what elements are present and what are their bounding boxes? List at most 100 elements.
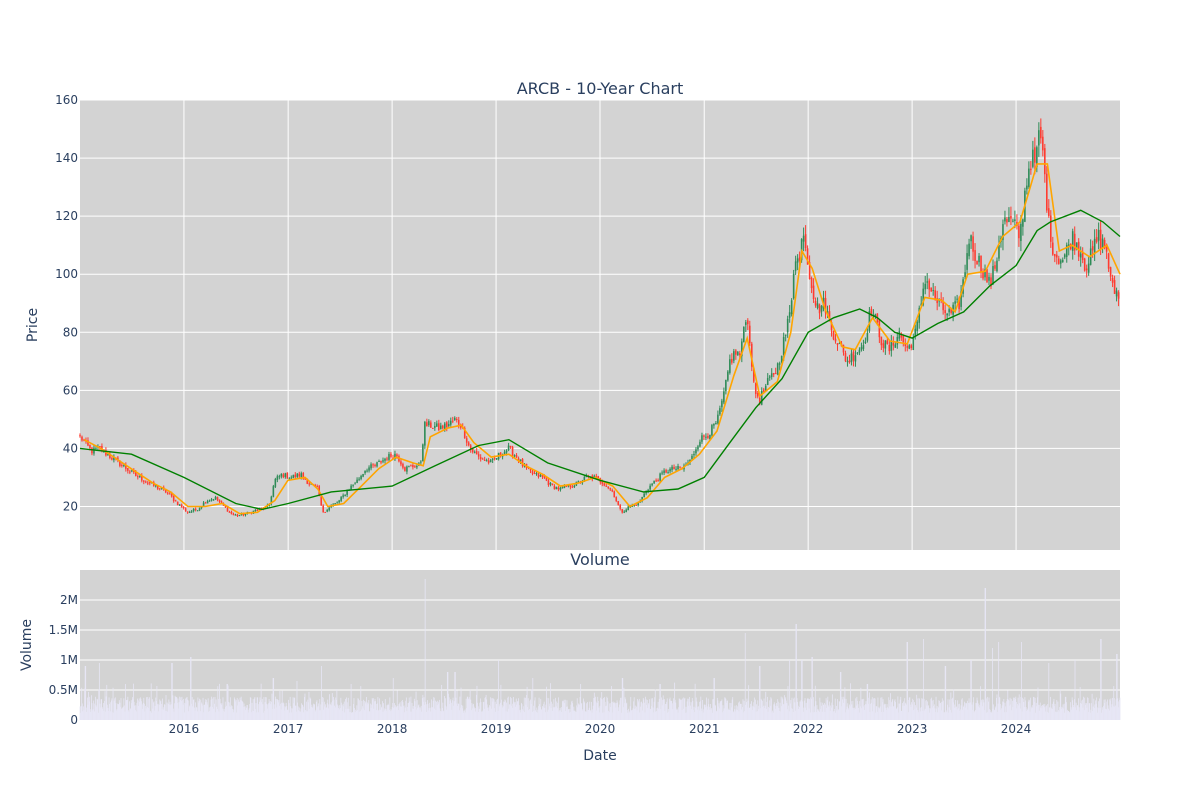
candle-down bbox=[515, 455, 518, 458]
candle-down bbox=[679, 466, 681, 468]
volume-bar bbox=[1069, 712, 1071, 720]
volume-bar bbox=[819, 697, 821, 720]
volume-bar bbox=[102, 703, 104, 720]
volume-bar bbox=[249, 697, 251, 720]
volume-bar bbox=[171, 663, 173, 720]
volume-bar bbox=[307, 702, 309, 720]
volume-bar bbox=[98, 663, 100, 720]
volume-bar bbox=[1111, 704, 1113, 720]
volume-bar bbox=[1113, 686, 1115, 720]
volume-bar bbox=[902, 705, 904, 720]
volume-bar bbox=[574, 710, 576, 720]
volume-bar bbox=[244, 706, 246, 720]
volume-bar bbox=[1091, 703, 1092, 720]
volume-bar bbox=[1059, 689, 1061, 720]
volume-bar bbox=[1094, 704, 1096, 720]
candle-up bbox=[920, 303, 923, 306]
volume-bar bbox=[1007, 699, 1009, 720]
volume-bar bbox=[717, 700, 719, 720]
volume-bar bbox=[1021, 642, 1022, 720]
candle-up bbox=[280, 473, 283, 477]
volume-bar bbox=[476, 685, 478, 720]
volume-bar bbox=[696, 709, 698, 720]
volume-bar bbox=[843, 698, 845, 720]
volume-bar bbox=[642, 697, 644, 720]
volume-bar bbox=[423, 701, 424, 720]
candle-up bbox=[802, 235, 805, 242]
volume-bar bbox=[532, 705, 534, 720]
volume-bar bbox=[523, 706, 525, 720]
volume-bar bbox=[826, 700, 828, 720]
volume-bar bbox=[824, 703, 825, 720]
volume-bar bbox=[314, 704, 316, 720]
volume-bar bbox=[364, 703, 366, 720]
volume-bar bbox=[207, 698, 209, 720]
candle-down bbox=[481, 458, 484, 460]
volume-bar bbox=[237, 699, 239, 720]
volume-bar bbox=[193, 699, 195, 720]
candle-down bbox=[814, 300, 817, 306]
volume-bar bbox=[388, 705, 390, 720]
volume-bar bbox=[182, 700, 183, 720]
candle-up bbox=[278, 476, 281, 478]
volume-bar bbox=[563, 700, 564, 720]
volume-bar bbox=[873, 704, 875, 720]
volume-bar bbox=[963, 705, 965, 720]
volume-bar bbox=[187, 711, 189, 720]
candle-down bbox=[1057, 258, 1060, 264]
volume-bar bbox=[775, 706, 777, 720]
volume-bar bbox=[360, 686, 362, 720]
candle-down bbox=[607, 486, 610, 489]
volume-bar bbox=[333, 699, 335, 720]
volume-bar bbox=[584, 711, 586, 720]
volume-bar bbox=[114, 697, 116, 720]
volume-bar bbox=[670, 700, 672, 720]
volume-bar bbox=[756, 704, 758, 720]
volume-bar bbox=[596, 710, 597, 720]
volume-bar bbox=[653, 712, 654, 720]
volume-bar bbox=[682, 698, 683, 720]
volume-bar bbox=[628, 712, 630, 720]
volume-bar bbox=[570, 704, 572, 720]
volume-bar bbox=[278, 705, 280, 720]
volume-bar bbox=[458, 703, 460, 720]
volume-bar bbox=[922, 710, 924, 720]
candle-up bbox=[627, 506, 629, 511]
volume-bar bbox=[719, 701, 721, 720]
volume-bar bbox=[967, 709, 969, 720]
candle-down bbox=[605, 485, 608, 487]
volume-bar bbox=[792, 711, 794, 720]
volume-bar bbox=[253, 698, 255, 720]
candle-down bbox=[158, 488, 161, 490]
volume-bar bbox=[671, 701, 673, 720]
volume-bar bbox=[987, 712, 989, 720]
candle-down bbox=[133, 470, 135, 473]
volume-bar bbox=[956, 709, 958, 720]
volume-bar bbox=[474, 711, 476, 720]
volume-bar bbox=[802, 711, 804, 720]
volume-bar bbox=[978, 707, 980, 720]
volume-bar bbox=[398, 704, 400, 720]
volume-bar bbox=[944, 712, 945, 720]
volume-bar bbox=[221, 708, 223, 720]
volume-bar bbox=[1089, 712, 1091, 720]
volume-bar bbox=[126, 699, 128, 720]
candle-up bbox=[733, 351, 735, 361]
volume-bar bbox=[105, 711, 107, 720]
volume-bar bbox=[338, 709, 340, 720]
volume-bar bbox=[196, 707, 198, 720]
volume-bar bbox=[477, 706, 479, 720]
volume-bar bbox=[331, 693, 333, 720]
candle-down bbox=[135, 471, 137, 476]
candle-down bbox=[410, 465, 412, 467]
volume-bar bbox=[892, 706, 894, 720]
volume-bar bbox=[240, 696, 242, 720]
candle-up bbox=[984, 269, 986, 278]
volume-bar bbox=[396, 706, 398, 720]
volume-bar bbox=[356, 705, 358, 720]
volume-bar bbox=[129, 701, 130, 720]
volume-bar bbox=[436, 701, 437, 720]
volume-bar bbox=[445, 706, 447, 720]
volume-bar bbox=[330, 702, 332, 720]
